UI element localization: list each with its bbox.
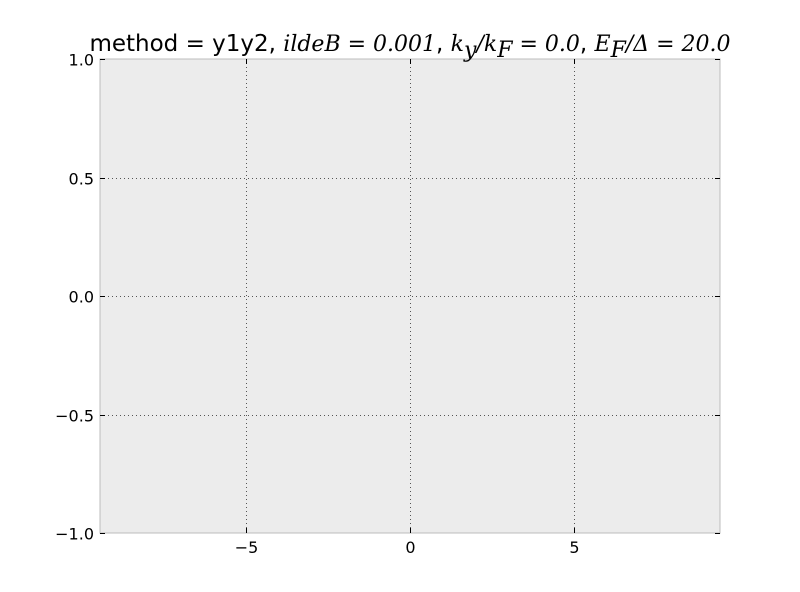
title-segment: , <box>580 31 595 57</box>
title-segment: method = y1y2, <box>89 31 283 57</box>
x-tick-label: −5 <box>235 538 259 557</box>
chart-title: method = y1y2, ildeB = 0.001, ky/kF = 0.… <box>89 31 730 63</box>
y-tick-label: −0.5 <box>55 407 94 426</box>
title-segment: /k <box>474 32 497 57</box>
title-segment: F <box>496 38 513 63</box>
y-tick-label: 0.5 <box>69 170 94 189</box>
title-segment: , <box>436 31 451 57</box>
title-segment: /Δ = 20.0 <box>624 32 731 57</box>
title-segment: ildeB = 0.001 <box>283 32 436 57</box>
x-tick-label: 5 <box>569 538 579 557</box>
title-segment: E <box>594 32 611 57</box>
title-segment: = 0.0 <box>512 32 579 57</box>
y-tick-label: −1.0 <box>55 525 94 544</box>
title-segment: y <box>463 38 477 63</box>
y-tick-label: 1.0 <box>69 51 94 70</box>
grid-lines <box>100 59 720 533</box>
x-tick-label: 0 <box>405 538 415 557</box>
tick-labels: −5 0 5 1.0 0.5 0.0 −0.5 −1.0 <box>55 51 579 558</box>
y-tick-label: 0.0 <box>69 288 94 307</box>
title-segment: F <box>610 38 627 63</box>
title-segment: k <box>451 32 464 57</box>
axis-ticks <box>100 59 720 534</box>
